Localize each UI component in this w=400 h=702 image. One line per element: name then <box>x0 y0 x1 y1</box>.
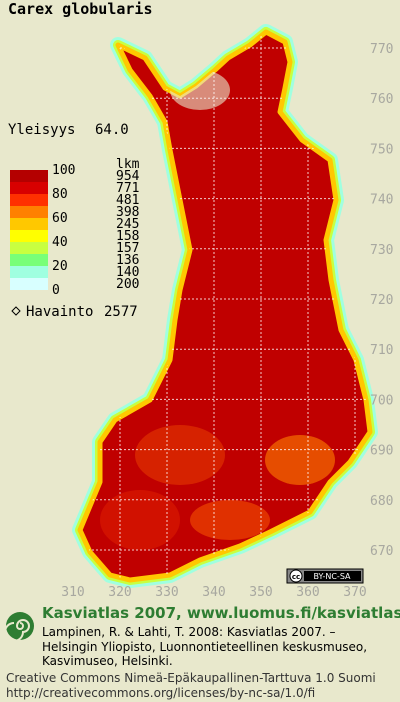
license-badge: cc BY-NC-SA <box>286 568 364 584</box>
species-title: Carex globularis <box>8 0 153 18</box>
legend-scale-label: 80 <box>52 187 68 202</box>
license-line: http://creativecommons.org/licenses/by-n… <box>6 686 315 700</box>
legend-band <box>10 194 48 206</box>
legend-count: 245 <box>116 217 139 232</box>
count-header: lkm <box>116 157 140 172</box>
legend-count: 136 <box>116 253 139 268</box>
legend-count: 200 <box>116 277 139 292</box>
legend-band <box>10 218 48 230</box>
y-axis-label: 700 <box>370 393 393 408</box>
x-axis-label: 340 <box>202 585 225 600</box>
citation-line: Lampinen, R. & Lahti, T. 2008: Kasviatla… <box>42 625 336 639</box>
legend-band <box>10 254 48 266</box>
logo <box>4 612 34 642</box>
observation-count: 2577 <box>104 304 138 320</box>
legend-band <box>10 230 48 242</box>
y-axis-label: 680 <box>370 494 393 509</box>
map-axes: 770 760 750 740 730 720 710 700 690 680 670 310 320 3… <box>61 42 393 600</box>
frequency-label: Yleisyys <box>8 122 75 138</box>
x-axis-label: 360 <box>296 585 319 600</box>
legend-count: 398 <box>116 205 139 220</box>
legend-band <box>10 182 48 194</box>
legend-count: 158 <box>116 229 139 244</box>
citation-line: Kasvimuseo, Helsinki. <box>42 654 173 668</box>
legend: 1008060402009547714813982451581571361402… <box>10 163 140 298</box>
legend-count: 771 <box>116 181 139 196</box>
x-axis-label: 330 <box>155 585 178 600</box>
legend-band <box>10 266 48 278</box>
observation-symbol <box>11 306 21 316</box>
badge-text: BY-NC-SA <box>313 572 351 581</box>
legend-band <box>10 278 48 290</box>
y-axis-label: 770 <box>370 42 393 57</box>
legend-scale-label: 60 <box>52 211 68 226</box>
badge-icon: cc <box>292 573 300 581</box>
y-axis-label: 720 <box>370 293 393 308</box>
legend-scale-label: 100 <box>52 163 75 178</box>
legend-scale-label: 40 <box>52 235 68 250</box>
footer-heading: Kasviatlas 2007, www.luomus.fi/kasviatla… <box>42 604 400 622</box>
legend-scale-label: 20 <box>52 259 68 274</box>
x-axis-label: 370 <box>343 585 366 600</box>
observation-label: Havainto <box>26 304 93 320</box>
y-axis-label: 670 <box>370 544 393 559</box>
y-axis-label: 740 <box>370 193 393 208</box>
y-axis-label: 750 <box>370 142 393 157</box>
legend-scale-label: 0 <box>52 283 60 298</box>
x-axis-label: 350 <box>249 585 272 600</box>
citation-line: Helsingin Yliopisto, Luonnontieteellinen… <box>42 640 367 654</box>
legend-band <box>10 242 48 254</box>
legend-count: 481 <box>116 193 139 208</box>
legend-band <box>10 206 48 218</box>
y-axis-label: 730 <box>370 243 393 258</box>
license-line: Creative Commons Nimeä-Epäkaupallinen-Ta… <box>6 671 376 685</box>
y-axis-label: 690 <box>370 444 393 459</box>
x-axis-label: 320 <box>108 585 131 600</box>
y-axis-label: 710 <box>370 343 393 358</box>
y-axis-label: 760 <box>370 92 393 107</box>
legend-band <box>10 170 48 182</box>
legend-count: 157 <box>116 241 139 256</box>
x-axis-label: 310 <box>61 585 84 600</box>
legend-count: 954 <box>116 169 140 184</box>
frequency-value: 64.0 <box>95 122 129 138</box>
legend-count: 140 <box>116 265 139 280</box>
